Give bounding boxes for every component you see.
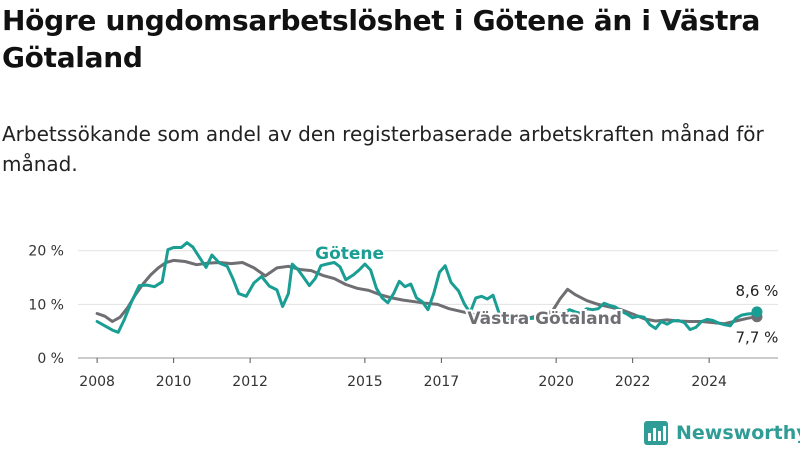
brand-name: Newsworthy xyxy=(676,422,800,444)
brand-logo: Newsworthy xyxy=(644,419,800,447)
y-tick-label: 10 % xyxy=(28,297,64,313)
series-labels: 7,7 % 8,6 % Götene Västra Götaland xyxy=(313,242,779,347)
chart-subtitle: Arbetssökande som andel av den registerb… xyxy=(2,122,764,176)
y-axis: 0 % 10 % 20 % xyxy=(28,244,64,367)
x-tick-label: 2024 xyxy=(691,374,727,390)
series-end-label: 8,6 % xyxy=(736,282,779,300)
x-axis: 2008 2010 2012 2015 2017 2020 2022 2024 xyxy=(79,358,727,390)
y-tick-label: 0 % xyxy=(37,351,64,367)
series-line-gotene xyxy=(95,241,759,334)
series-end-point xyxy=(751,306,763,318)
y-tick-label: 20 % xyxy=(28,244,64,260)
series-lines xyxy=(95,241,763,334)
x-tick-label: 2010 xyxy=(156,374,192,390)
x-tick-label: 2020 xyxy=(538,374,574,390)
x-tick-label: 2015 xyxy=(347,374,383,390)
series-name-label: Götene xyxy=(315,244,384,264)
x-tick-label: 2017 xyxy=(424,374,460,390)
x-tick-label: 2022 xyxy=(615,374,651,390)
x-tick-label: 2012 xyxy=(232,374,268,390)
series-end-label: 7,7 % xyxy=(736,329,779,347)
chart-title: Högre ungdomsarbetslöshet i Götene än i … xyxy=(2,4,761,74)
bar-chart-icon xyxy=(644,421,668,445)
series-name-label: Västra Götaland xyxy=(467,309,622,329)
series-line-vastra-gotaland xyxy=(95,258,759,326)
line-chart: 0 % 10 % 20 % 2008 2010 2012 2015 2017 2020 2022… xyxy=(28,241,779,390)
x-tick-label: 2008 xyxy=(79,374,115,390)
